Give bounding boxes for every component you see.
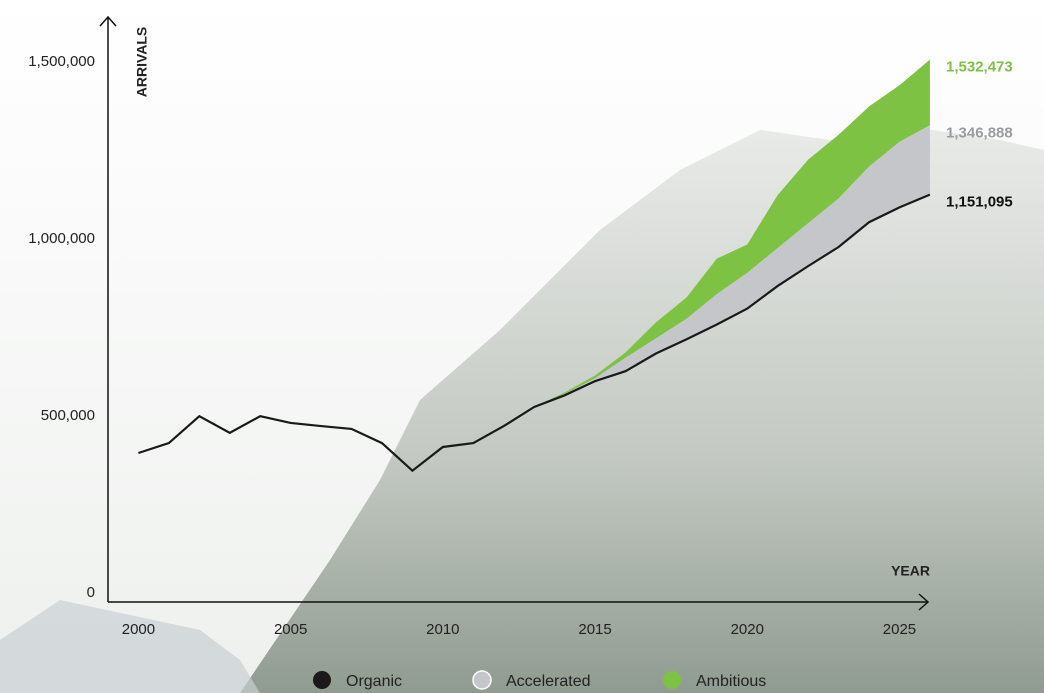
end-label: 1,346,888 (946, 124, 1013, 141)
organic-line (138, 193, 931, 473)
y-tick-label: 1,000,000 (28, 230, 95, 247)
x-tick-label: 2025 (883, 621, 916, 638)
x-tick-label: 2015 (578, 621, 611, 638)
legend-label: Accelerated (506, 673, 591, 690)
x-axis-arrow (918, 593, 930, 611)
end-label: 1,532,473 (946, 59, 1013, 76)
legend-swatch (663, 671, 681, 689)
plot (138, 59, 931, 473)
y-tick-label: 0 (87, 584, 95, 601)
accelerated-area (534, 125, 930, 407)
legend-swatch (472, 670, 492, 690)
y-tick-label: 1,500,000 (28, 53, 95, 70)
ambitious-area (534, 59, 930, 407)
legend-label: Organic (346, 673, 402, 690)
x-axis-title: YEAR (891, 563, 930, 579)
y-axis-arrow (99, 15, 117, 27)
x-tick-label: 2000 (122, 621, 155, 638)
x-tick-label: 2020 (731, 621, 764, 638)
mountain (240, 125, 1044, 693)
legend-swatch (313, 671, 331, 689)
x-tick-label: 2005 (274, 621, 307, 638)
y-tick-label: 500,000 (41, 407, 95, 424)
legend-label: Ambitious (696, 673, 766, 690)
end-label: 1,151,095 (946, 194, 1013, 211)
x-tick-label: 2010 (426, 621, 459, 638)
y-axis-title: ARRIVALS (134, 27, 150, 98)
distant-hills (0, 600, 260, 693)
